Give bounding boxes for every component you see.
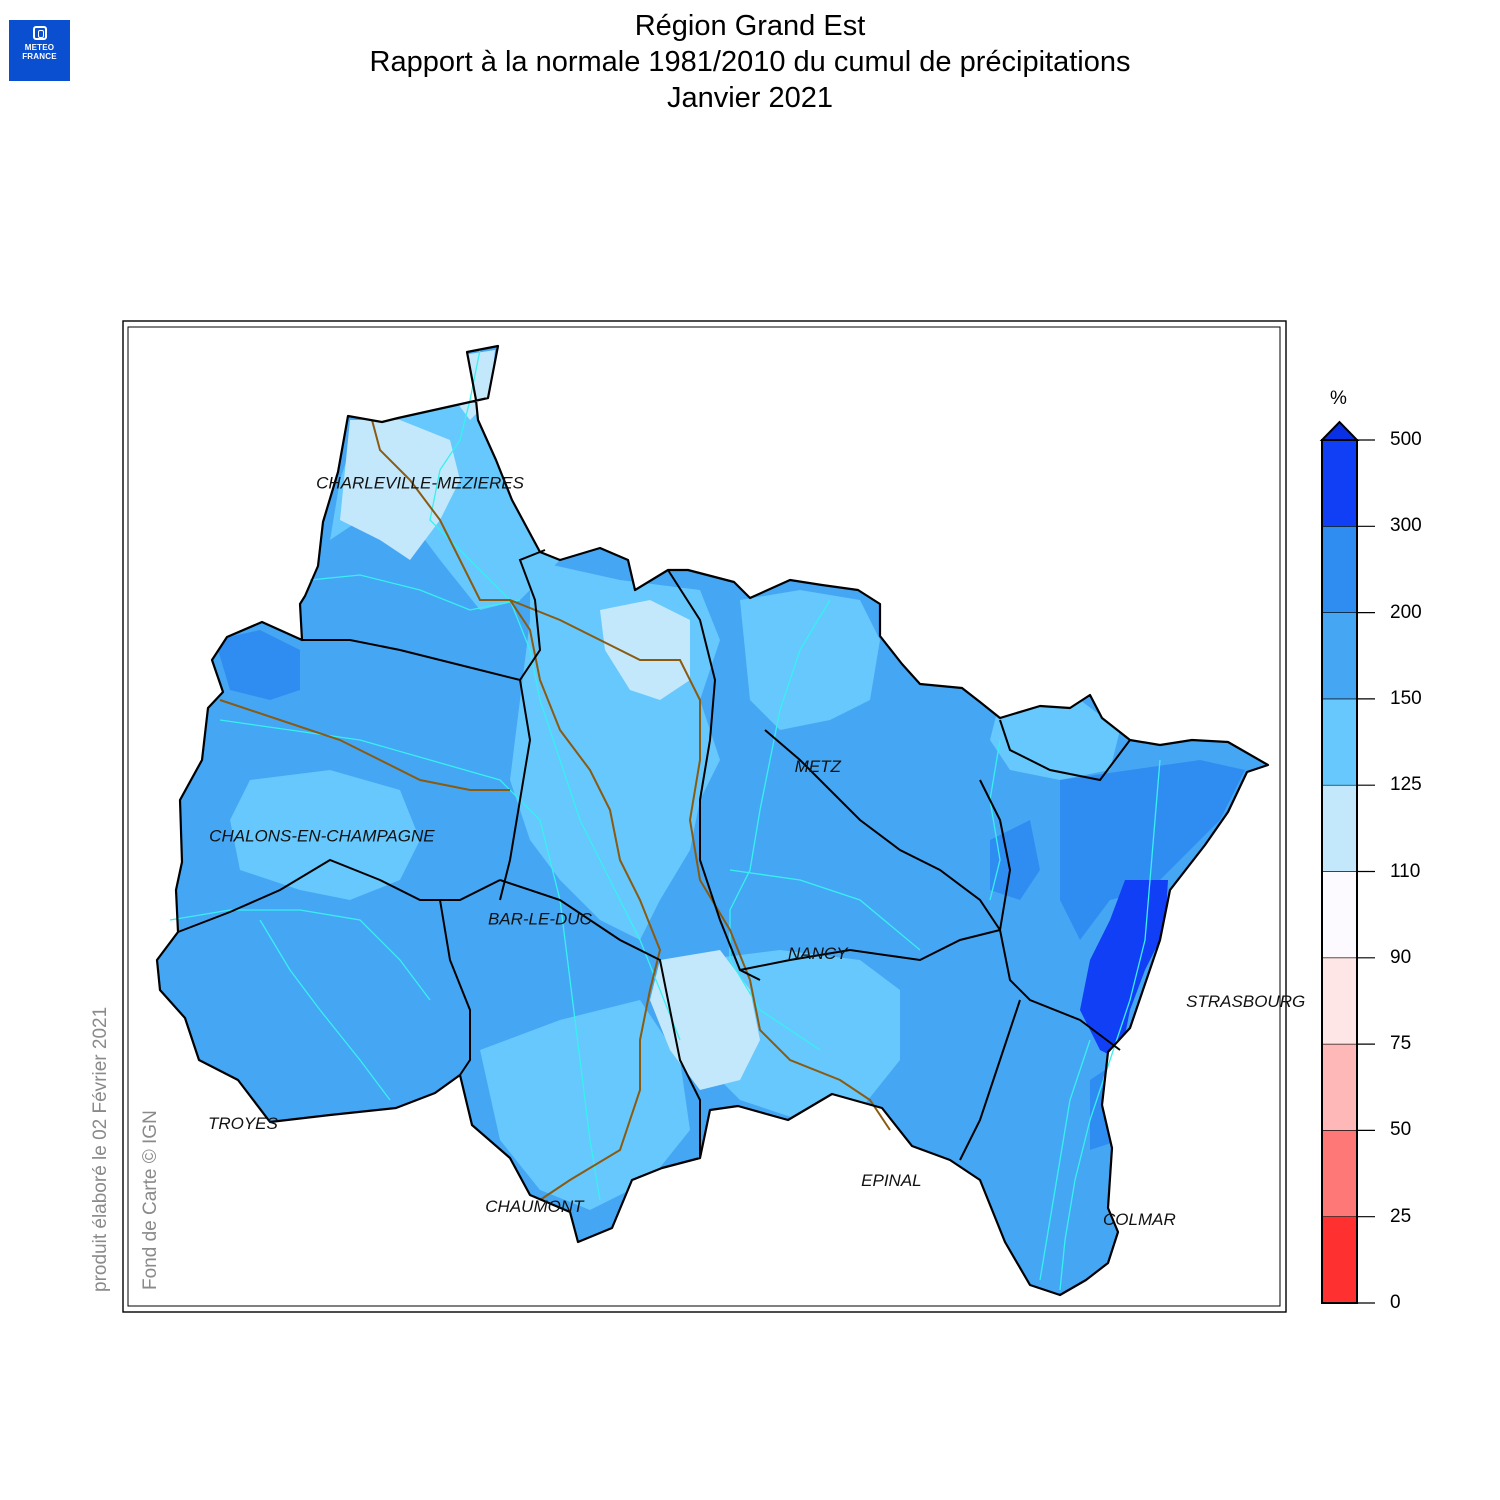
title-block: Région Grand Est Rapport à la normale 19… [0,8,1500,116]
city-label-metz: METZ [795,757,842,776]
ratio-zone-200-300-bas-rhin-north [990,820,1040,900]
legend-tick-label-0: 0 [1390,1292,1401,1313]
region-outline [155,344,1270,1297]
legend-tick-label-75: 75 [1390,1033,1412,1055]
river-moselle [729,599,831,1051]
city-labels: CHARLEVILLE-MEZIERES METZ CHALONS-EN-CHAMP… [208,473,1305,1229]
city-label-bar-le-duc: BAR-LE-DUC [488,909,593,928]
river-sarre [989,739,1001,901]
legend-swatch-300-500 [1321,439,1358,527]
river-meuse [429,349,681,1041]
logo-line-1: METEO [24,43,55,52]
precipitation-ratio-legend [1319,420,1375,1304]
department-border-meuse-west [499,679,532,901]
city-label-chaumont: CHAUMONT [485,1197,585,1216]
department-border-haute-marne-east [499,879,701,1158]
department-border-moselle-bas-rhin [999,719,1131,782]
precipitation-ratio-field [157,346,1268,1295]
legend-swatch-90-110 [1321,871,1358,959]
map-title-period: Janvier 2021 [666,82,834,114]
legend-swatch-50-75 [1321,1043,1358,1131]
map-title-subject: Rapport à la normale 1981/2010 du cumul … [369,46,1131,78]
legend-swatch-75-90 [1321,957,1358,1045]
map-frame-inner [127,326,1281,1307]
legend-swatch-125-150 [1321,698,1358,786]
legend-tick-label-200: 200 [1390,601,1422,623]
production-date-note: produit élaboré le 02 Février 2021 [90,1006,111,1292]
department-border-haute-marne-west [439,899,471,1076]
legend-swatch-150-200 [1321,612,1358,700]
legend-swatch-0-25 [1321,1216,1358,1304]
regional-border [219,419,891,1201]
legend-tick-label-150: 150 [1390,687,1422,709]
legend-swatch-25-50 [1321,1130,1358,1218]
river-aisne [309,574,521,611]
department-borders [177,549,1131,1161]
river-marne [219,719,601,1201]
department-border-meuse-east [667,569,761,981]
river-meurthe [729,869,921,951]
rivers [169,349,1161,1291]
city-label-colmar: COLMAR [1103,1210,1176,1229]
department-border-ardennes [302,549,546,682]
map-base-credit: Fond de Carte © IGN [140,1110,161,1290]
ratio-zone-110-125-haute-marne-east [650,950,760,1090]
ratio-zone-125-150-marne [230,770,420,900]
meteo-france-mark-icon [32,26,47,40]
legend-swatch-200-300 [1321,525,1358,613]
river-seine [169,909,431,1001]
legend-tick-label-90: 90 [1390,946,1412,968]
city-label-troyes: TROYES [208,1114,279,1133]
department-border-haut-rhin-west [959,999,1021,1161]
ratio-zone-200-300-marne-west [215,630,300,700]
river-rhine [1059,759,1161,1291]
map-title-region: Région Grand Est [634,10,866,42]
logo-line-2: FRANCE [22,52,57,61]
department-border-moselle-south [764,729,1001,931]
map-frame-outer [122,320,1287,1313]
legend-overflow-arrow-icon [1319,420,1360,441]
city-label-charleville-mezieres: CHARLEVILLE-MEZIERES [316,473,524,492]
legend-tick-label-500: 500 [1390,429,1422,450]
legend-tick-label-50: 50 [1390,1119,1412,1141]
city-label-epinal: EPINAL [861,1171,921,1190]
river-aube [259,919,391,1101]
meteo-france-logo: METEO FRANCE [9,20,70,81]
legend-swatch-110-125 [1321,784,1358,872]
department-border-marne-south [177,858,501,933]
legend-tick-label-125: 125 [1390,774,1422,796]
ratio-zone-110-125-meuse-north [600,600,690,700]
legend-tick-label-25: 25 [1390,1205,1412,1227]
legend-tick-label-300: 300 [1390,515,1422,537]
department-border-bas-rhin-west [979,779,1121,1051]
department-border-meurthe-et-moselle-south [739,929,1001,971]
ratio-zone-110-125-ardennes [340,420,460,560]
city-label-nancy: NANCY [788,944,849,963]
ratio-zone-125-150-moselle-east [990,700,1120,780]
legend-tick-label-110: 110 [1390,860,1421,882]
river-ill [1039,1039,1091,1281]
city-label-chalons-en-champagne: CHALONS-EN-CHAMPAGNE [209,826,435,845]
ratio-zone-125-150-moselle-north [740,590,880,730]
city-label-strasbourg: STRASBOURG [1186,992,1305,1011]
legend-unit: % [1330,388,1347,409]
